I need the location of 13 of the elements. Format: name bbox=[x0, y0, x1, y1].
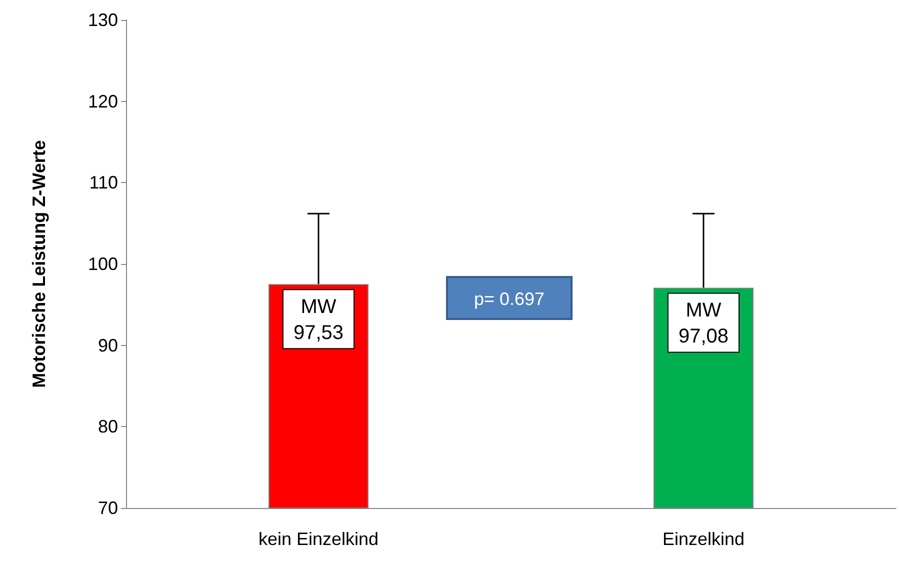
annotation: p= 0.697 bbox=[474, 289, 545, 309]
y-tick-label: 70 bbox=[98, 498, 118, 518]
y-tick-label: 120 bbox=[88, 91, 118, 112]
y-tick-label: 100 bbox=[88, 254, 118, 274]
y-tick-label: 90 bbox=[98, 335, 118, 356]
data-label: MW 97,53 bbox=[293, 296, 344, 344]
y-tick-label: 110 bbox=[89, 172, 118, 193]
x-tick-label: Einzelkind bbox=[662, 529, 745, 549]
x-tick-label: kein Einzelkind bbox=[258, 529, 379, 549]
y-tick-label: 130 bbox=[88, 10, 118, 30]
y-axis-title: Motorische Leistung Z-Werte bbox=[29, 140, 49, 388]
y-tick-label: 80 bbox=[98, 416, 118, 437]
data-label: MW 97,08 bbox=[678, 300, 729, 348]
